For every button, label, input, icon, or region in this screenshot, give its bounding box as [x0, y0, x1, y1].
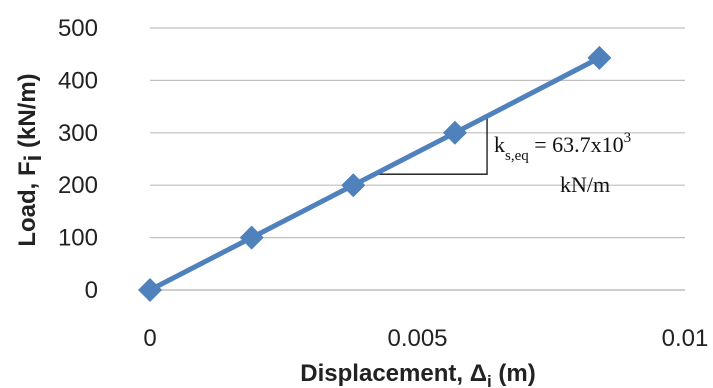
data-point-marker: [587, 46, 611, 70]
series-line: [150, 58, 599, 290]
x-tick-label: 0: [143, 325, 156, 352]
x-axis-title: Displacement, Δi (m): [300, 360, 535, 388]
data-point-marker: [138, 278, 162, 302]
y-tick-label: 400: [58, 67, 98, 94]
y-tick-label: 300: [58, 120, 98, 147]
data-point-marker: [240, 226, 264, 250]
y-tick-label: 500: [58, 15, 98, 42]
stiffness-unit: kN/m: [560, 172, 610, 197]
y-axis-title: Load, Fi (kN/m): [14, 73, 47, 246]
stiffness-annotation: ks,eq = 63.7x103: [494, 130, 631, 164]
y-tick-labels: 0 100 200 300 400 500: [58, 15, 98, 304]
y-tick-label: 0: [85, 277, 98, 304]
series: [138, 46, 611, 302]
y-tick-label: 100: [58, 225, 98, 252]
x-tick-label: 0.01: [662, 325, 709, 352]
data-point-marker: [341, 173, 365, 197]
x-tick-labels: 0 0.005 0.01: [143, 325, 708, 352]
data-point-marker: [443, 121, 467, 145]
y-tick-label: 200: [58, 172, 98, 199]
x-tick-label: 0.005: [387, 325, 447, 352]
